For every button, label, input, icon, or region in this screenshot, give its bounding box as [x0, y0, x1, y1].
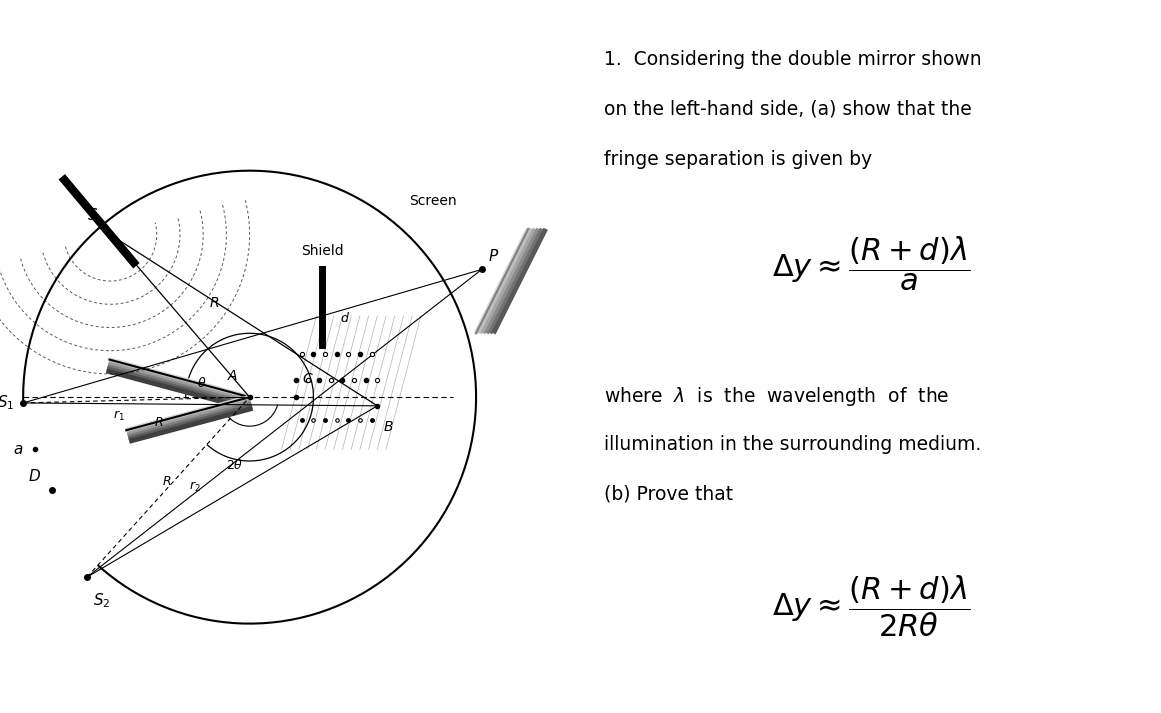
Text: where  $\lambda$  is  the  wavelength  of  the: where $\lambda$ is the wavelength of the	[604, 385, 949, 408]
Text: $R$: $R$	[153, 416, 164, 429]
Text: $r_1$: $r_1$	[113, 409, 125, 424]
Text: $S_1$: $S_1$	[0, 394, 14, 412]
Text: $\Delta y \approx \dfrac{(R + d)\lambda}{a}$: $\Delta y \approx \dfrac{(R + d)\lambda}…	[772, 235, 969, 293]
Text: $A$: $A$	[226, 369, 238, 383]
Text: $d$: $d$	[340, 311, 351, 324]
Text: on the left-hand side, (a) show that the: on the left-hand side, (a) show that the	[604, 100, 972, 119]
Text: 1.  Considering the double mirror shown: 1. Considering the double mirror shown	[604, 50, 981, 69]
Text: $B$: $B$	[383, 421, 394, 434]
Text: $\Delta y \approx \dfrac{(R + d)\lambda}{2R\theta}$: $\Delta y \approx \dfrac{(R + d)\lambda}…	[772, 573, 969, 639]
Text: Screen: Screen	[409, 195, 456, 208]
Text: illumination in the surrounding medium.: illumination in the surrounding medium.	[604, 435, 981, 454]
Text: $R$: $R$	[161, 475, 172, 488]
Text: $2\theta$: $2\theta$	[226, 458, 244, 472]
Text: $a$: $a$	[13, 442, 23, 457]
Text: fringe separation is given by: fringe separation is given by	[604, 150, 872, 169]
Text: $r_2$: $r_2$	[188, 480, 201, 494]
Text: $S_2$: $S_2$	[93, 592, 110, 610]
Text: $P$: $P$	[488, 247, 499, 264]
Text: $R$: $R$	[209, 296, 219, 310]
Text: $S$: $S$	[87, 207, 99, 223]
Text: $C$: $C$	[302, 371, 313, 386]
Text: $D$: $D$	[28, 468, 41, 484]
Text: $\theta$: $\theta$	[196, 376, 207, 389]
Text: Shield: Shield	[301, 244, 344, 258]
Text: (b) Prove that: (b) Prove that	[604, 485, 733, 504]
